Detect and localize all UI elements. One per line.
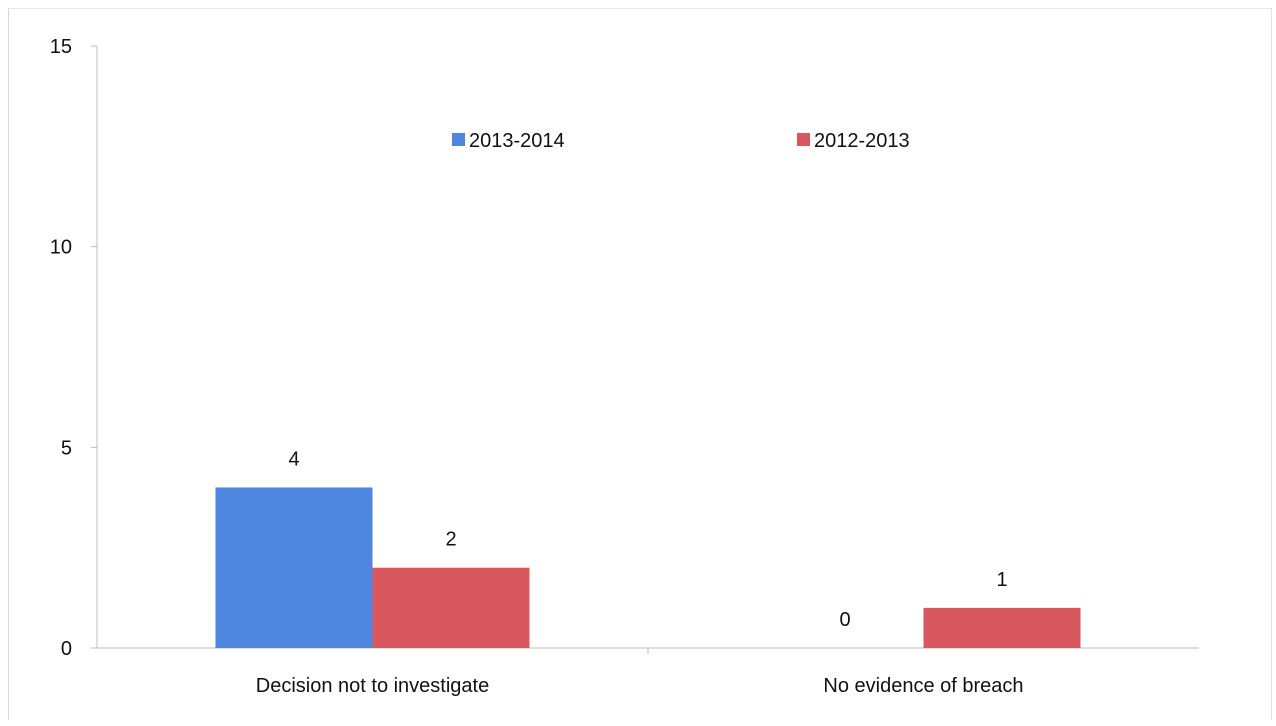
legend-label: 2012-2013	[814, 130, 910, 152]
bars-group	[215, 487, 1081, 648]
y-tick-label: 15	[50, 36, 72, 58]
legend-swatch	[797, 133, 810, 146]
legend: 2013-2014 2012-2013	[452, 130, 910, 152]
y-tick-label: 5	[61, 437, 72, 459]
legend-swatch	[452, 133, 465, 146]
y-tick-label: 10	[50, 237, 72, 259]
data-labels-group: 4 2 0 1	[288, 448, 1007, 631]
chart-frame	[8, 8, 1272, 720]
legend-label: 2013-2014	[469, 130, 565, 152]
x-tick-label: No evidence of breach	[823, 675, 1023, 697]
data-label: 0	[839, 609, 850, 631]
bar	[215, 487, 373, 648]
data-label: 4	[288, 448, 299, 470]
data-label: 2	[445, 529, 456, 551]
y-tick-label: 0	[61, 638, 72, 660]
bar	[372, 567, 530, 648]
data-label: 1	[996, 569, 1007, 591]
x-tick-label: Decision not to investigate	[256, 675, 489, 697]
bar	[923, 607, 1081, 648]
